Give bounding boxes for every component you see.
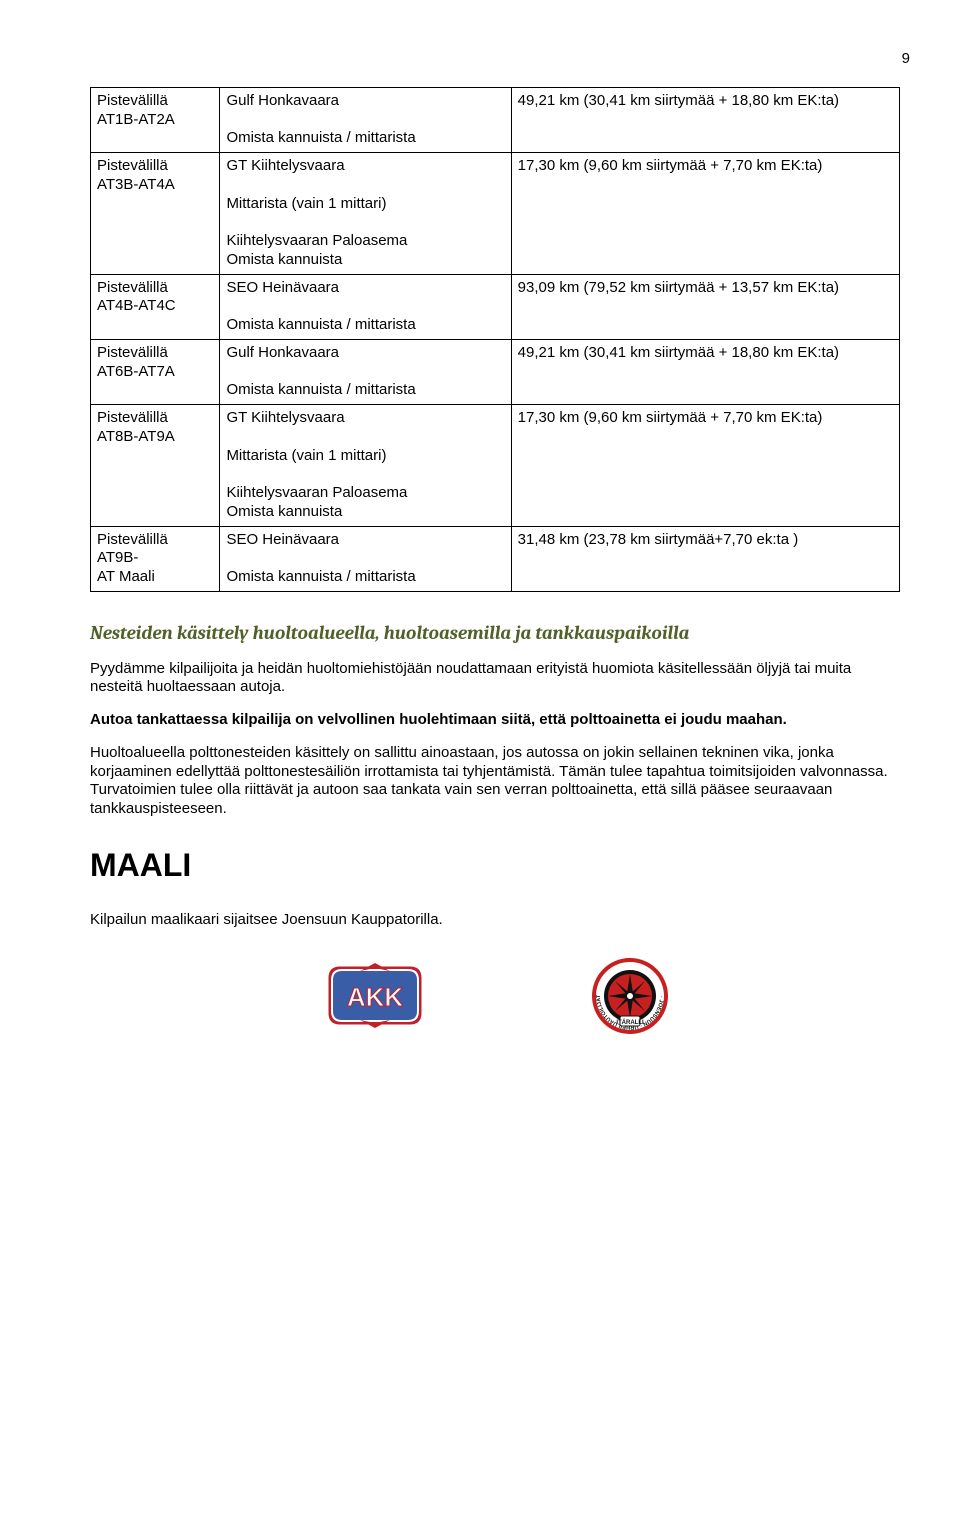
table-cell: 17,30 km (9,60 km siirtymää + 7,70 km EK… bbox=[511, 153, 899, 275]
table-row: Pistevälillä AT9B- AT MaaliSEO Heinävaar… bbox=[91, 526, 900, 591]
table-cell: Pistevälillä AT8B-AT9A bbox=[91, 405, 220, 527]
page-number: 9 bbox=[90, 50, 910, 69]
table-cell: Pistevälillä AT6B-AT7A bbox=[91, 339, 220, 404]
table-cell: SEO Heinävaara Omista kannuista / mittar… bbox=[220, 274, 511, 339]
table-cell: GT Kiihtelysvaara Mittarista (vain 1 mit… bbox=[220, 405, 511, 527]
table-cell: 49,21 km (30,41 km siirtymää + 18,80 km … bbox=[511, 87, 899, 152]
table-cell: Pistevälillä AT4B-AT4C bbox=[91, 274, 220, 339]
table-row: Pistevälillä AT1B-AT2AGulf Honkavaara Om… bbox=[91, 87, 900, 152]
table-cell: Pistevälillä AT3B-AT4A bbox=[91, 153, 220, 275]
table-row: Pistevälillä AT3B-AT4AGT Kiihtelysvaara … bbox=[91, 153, 900, 275]
table-cell: GT Kiihtelysvaara Mittarista (vain 1 mit… bbox=[220, 153, 511, 275]
section-heading-fluids: Nesteiden käsittely huoltoalueella, huol… bbox=[90, 622, 900, 646]
maali-text: Kilpailun maalikaari sijaitsee Joensuun … bbox=[90, 911, 900, 930]
fuel-table: Pistevälillä AT1B-AT2AGulf Honkavaara Om… bbox=[90, 87, 900, 592]
para-2: Autoa tankattaessa kilpailija on velvoll… bbox=[90, 711, 900, 730]
table-cell: Pistevälillä AT1B-AT2A bbox=[91, 87, 220, 152]
table-cell: 31,48 km (23,78 km siirtymää+7,70 ek:ta … bbox=[511, 526, 899, 591]
para-3: Huoltoalueella polttonesteiden käsittely… bbox=[90, 744, 900, 819]
svg-text:AKK: AKK bbox=[347, 982, 404, 1012]
table-row: Pistevälillä AT6B-AT7AGulf Honkavaara Om… bbox=[91, 339, 900, 404]
table-cell: Pistevälillä AT9B- AT Maali bbox=[91, 526, 220, 591]
maali-heading: MAALI bbox=[90, 845, 900, 885]
logos-row: AKK · JOENSUUN · URHEILUAUTOILIJAT · ITÄ… bbox=[90, 956, 900, 1036]
table-cell: Gulf Honkavaara Omista kannuista / mitta… bbox=[220, 87, 511, 152]
table-cell: Gulf Honkavaara Omista kannuista / mitta… bbox=[220, 339, 511, 404]
table-row: Pistevälillä AT4B-AT4CSEO Heinävaara Omi… bbox=[91, 274, 900, 339]
table-cell: 49,21 km (30,41 km siirtymää + 18,80 km … bbox=[511, 339, 899, 404]
akk-logo: AKK bbox=[320, 958, 430, 1033]
svg-text:ITÄRALLI: ITÄRALLI bbox=[616, 1019, 644, 1026]
table-cell: SEO Heinävaara Omista kannuista / mittar… bbox=[220, 526, 511, 591]
table-row: Pistevälillä AT8B-AT9AGT Kiihtelysvaara … bbox=[91, 405, 900, 527]
itaralli-logo: · JOENSUUN · URHEILUAUTOILIJAT · ITÄRALL… bbox=[590, 956, 670, 1036]
table-cell: 93,09 km (79,52 km siirtymää + 13,57 km … bbox=[511, 274, 899, 339]
para-1: Pyydämme kilpailijoita ja heidän huoltom… bbox=[90, 660, 900, 698]
table-cell: 17,30 km (9,60 km siirtymää + 7,70 km EK… bbox=[511, 405, 899, 527]
